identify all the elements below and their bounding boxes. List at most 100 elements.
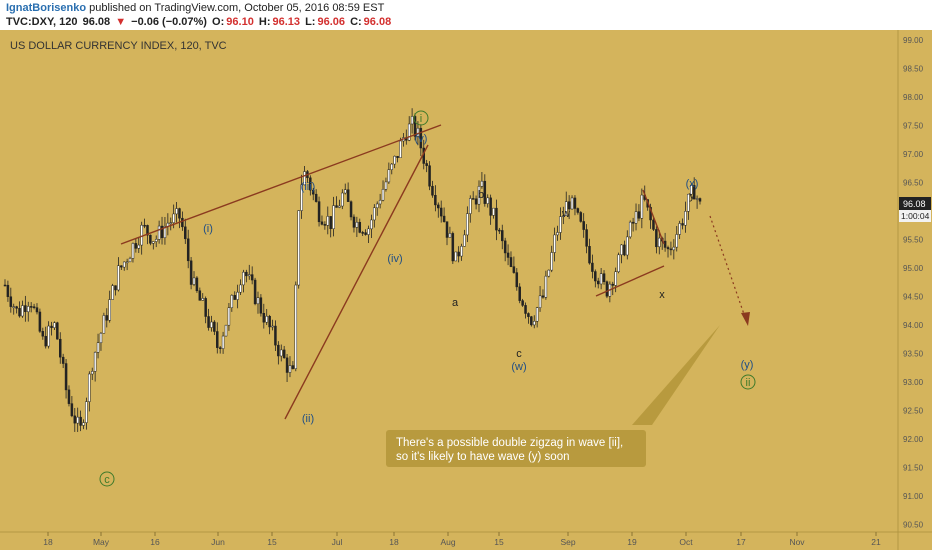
candle-body (605, 281, 609, 297)
wave-label: (i) (203, 223, 213, 235)
candle-body (248, 274, 251, 277)
candle-body (79, 416, 82, 426)
price-chart[interactable]: US DOLLAR CURRENCY INDEX, 120, TVC 99.00… (0, 30, 932, 550)
candle-body (393, 155, 396, 165)
candle-body (457, 251, 460, 257)
wave-label: x (659, 289, 665, 301)
candle-body (501, 230, 504, 242)
username-link[interactable]: IgnatBorisenko (6, 2, 87, 14)
published-text: published on TradingView.com, October 05… (89, 2, 385, 14)
candle-body (690, 185, 693, 195)
candle-body (567, 201, 571, 210)
candle-body (242, 271, 245, 286)
candle-body (76, 416, 79, 424)
candle-body (628, 221, 632, 238)
candle-body (498, 229, 501, 232)
candle-body (562, 215, 565, 218)
candle-body (216, 331, 219, 348)
candle-body (437, 204, 440, 209)
y-tick-label: 97.00 (903, 150, 924, 159)
candle-body (425, 163, 428, 166)
candle-body (602, 273, 606, 282)
open-label: O: (212, 16, 225, 28)
candle-body (178, 208, 181, 219)
y-tick-label: 97.50 (903, 121, 924, 130)
candle-body (515, 272, 519, 288)
close-label: C: (350, 16, 362, 28)
countdown-marker (899, 210, 931, 222)
candle-body (265, 315, 268, 323)
candle-body (59, 338, 62, 358)
candle-body (477, 186, 481, 205)
candle-body (239, 284, 242, 293)
candle-body (56, 322, 59, 340)
candle-body (224, 324, 228, 337)
candle-body (323, 224, 327, 226)
candle-body (192, 277, 196, 285)
candle-body (381, 189, 385, 201)
candle-body (532, 321, 536, 326)
callout-line-1: There's a possible double zigzag in wave… (396, 437, 623, 449)
projection-arrowhead-icon (741, 312, 750, 326)
wave-label: b (478, 189, 484, 201)
candle-body (541, 295, 545, 298)
candle-body (195, 277, 199, 292)
low-value: 96.06 (317, 16, 345, 28)
candle-body (18, 308, 21, 317)
candle-body (105, 315, 109, 321)
x-tick-label: Sep (560, 537, 575, 547)
candle-body (518, 286, 521, 301)
candle-body (85, 401, 88, 423)
wave-label: i (420, 113, 422, 125)
wave-label: (x) (686, 178, 699, 190)
candle-body (474, 198, 478, 205)
candle-body (483, 180, 487, 204)
wave-label: (y) (741, 359, 754, 371)
candle-body (213, 321, 216, 332)
candle-body (250, 274, 254, 281)
y-tick-label: 94.00 (903, 321, 924, 330)
candle-body (428, 165, 431, 187)
candle-body (6, 284, 10, 297)
candle-body (445, 221, 449, 238)
candle-body (343, 189, 347, 194)
candle-body (122, 261, 126, 268)
candle-body (256, 297, 260, 305)
x-tick-label: Jun (211, 537, 225, 547)
y-tick-label: 92.50 (903, 406, 924, 415)
candle-body (570, 197, 574, 210)
candle-body (221, 335, 225, 349)
candle-body (9, 296, 13, 307)
candle-body (358, 221, 362, 233)
wave-label: c (516, 348, 522, 360)
candle-body (120, 265, 123, 268)
candle-body (370, 219, 373, 230)
x-tick-label: 15 (267, 537, 277, 547)
candle-body (184, 226, 187, 240)
candle-body (44, 335, 47, 347)
candle-body (146, 225, 149, 236)
candle-body (128, 258, 132, 263)
candle-body (198, 290, 202, 301)
wave-label: w (561, 208, 570, 220)
candle-body (431, 185, 434, 196)
candle-body (352, 216, 356, 228)
candle-body (550, 252, 553, 271)
candle-body (131, 243, 135, 259)
wave-degree-circle-icon (99, 471, 115, 487)
candle-body (303, 171, 306, 186)
trendline (595, 265, 665, 297)
candle-body (285, 357, 289, 373)
candle-body (489, 197, 492, 216)
header-bar: IgnatBorisenko published on TradingView.… (0, 0, 932, 30)
x-axis: 18 May 16 Jun 15 Jul 18 Aug 15 Sep 19 Oct 17 Nov 21 (43, 532, 881, 547)
y-tick-label: 93.00 (903, 378, 924, 387)
candle-body (617, 254, 620, 272)
candle-body (407, 123, 411, 141)
candle-body (99, 332, 103, 344)
candle-body (599, 273, 603, 285)
candle-body (684, 211, 687, 226)
x-tick-label: 18 (43, 537, 53, 547)
candle-body (338, 205, 341, 208)
wave-label: y (689, 190, 695, 202)
